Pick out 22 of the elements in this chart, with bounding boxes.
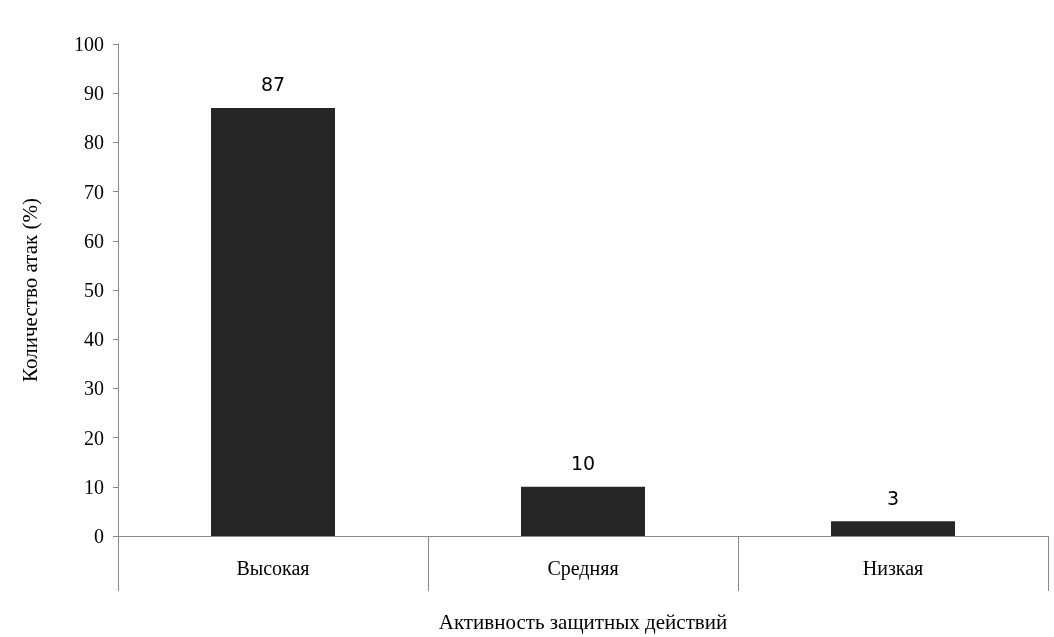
x-tick-label: Низкая	[862, 557, 924, 579]
y-tick-label: 10	[84, 475, 104, 498]
y-tick-label: 70	[84, 180, 104, 203]
y-tick-label: 40	[84, 328, 104, 351]
y-tick-label: 30	[84, 377, 104, 400]
data-label: 87	[260, 73, 286, 96]
y-tick-label: 100	[74, 33, 104, 55]
bar	[521, 486, 645, 536]
y-tick-label: 50	[84, 279, 104, 301]
y-tick-label: 60	[84, 229, 104, 252]
data-label: 10	[570, 452, 596, 475]
y-axis-title: Количество атак (%)	[17, 198, 42, 382]
y-tick-label: 20	[84, 426, 104, 449]
data-label: 3	[886, 486, 900, 509]
y-tick-label: 80	[84, 131, 104, 154]
x-axis-title: Активность защитных действий	[438, 609, 728, 634]
y-tick-label: 90	[84, 82, 104, 105]
bar	[211, 107, 335, 536]
y-tick-label: 0	[94, 525, 104, 547]
x-tick-label: Высокая	[236, 557, 310, 579]
x-tick-label: Средняя	[547, 557, 619, 580]
bar	[831, 521, 955, 536]
